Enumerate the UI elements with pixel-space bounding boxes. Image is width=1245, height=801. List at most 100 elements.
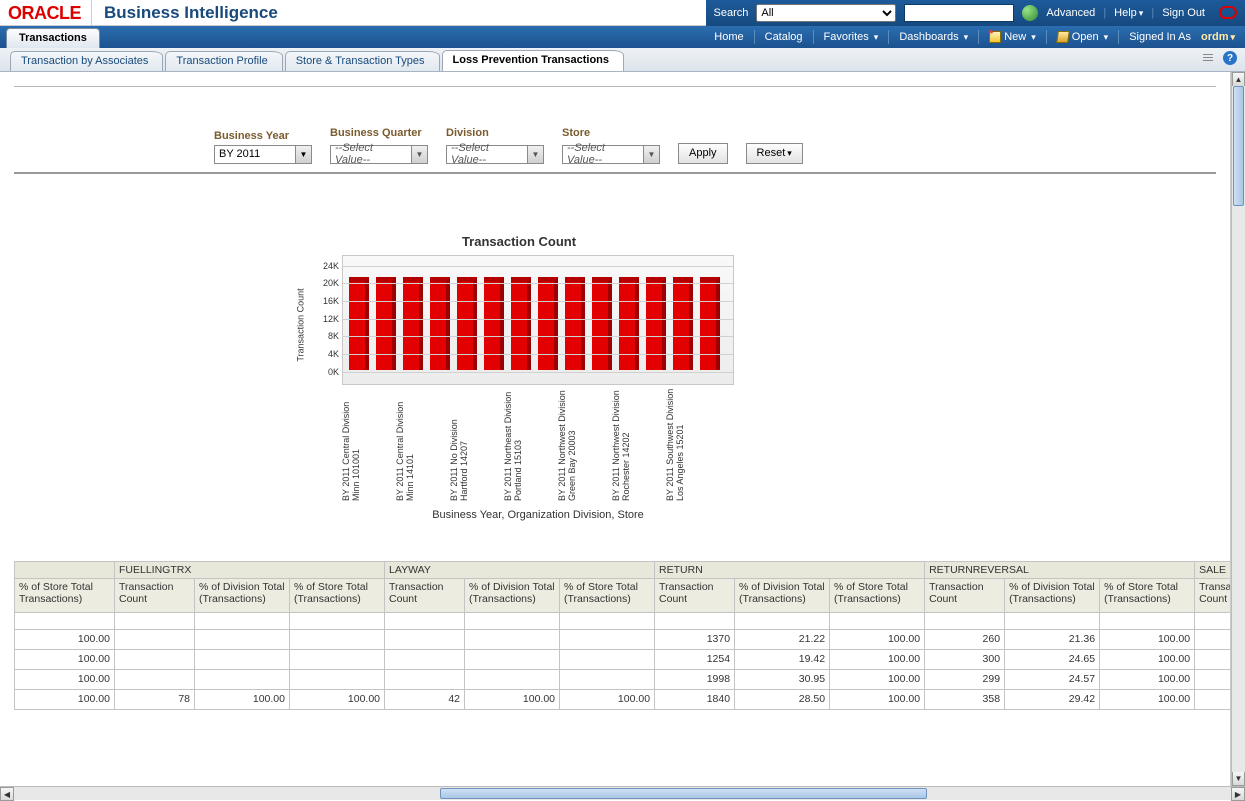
chart-bar[interactable]: [511, 277, 531, 370]
signed-in-user[interactable]: ordm▾: [1201, 31, 1235, 43]
chevron-down-icon: ▼: [527, 146, 543, 163]
table-column-header: Transaction Count: [115, 578, 195, 612]
chart-bar[interactable]: [565, 277, 585, 370]
chart-bar[interactable]: [430, 277, 450, 370]
chart-bar[interactable]: [457, 277, 477, 370]
help-icon[interactable]: ?: [1223, 51, 1237, 65]
chart-title: Transaction Count: [304, 234, 734, 249]
table-cell: [1195, 669, 1231, 689]
chart-bar[interactable]: [619, 277, 639, 370]
chart-bar[interactable]: [349, 277, 369, 370]
horizontal-scrollbar[interactable]: ◀ ▶: [0, 786, 1245, 800]
chart-bar[interactable]: [592, 277, 612, 370]
scroll-right-arrow[interactable]: ▶: [1231, 787, 1245, 801]
table-cell: 1840: [655, 689, 735, 709]
content-scroll-area: Business Year BY 2011▼ Business Quarter …: [0, 72, 1231, 786]
filter-label: Business Year: [214, 130, 312, 142]
chart-xlabel: BY 2011 Central Division Minn 14101: [396, 385, 450, 505]
subtab-1[interactable]: Transaction Profile: [165, 51, 282, 71]
filter-label: Business Quarter: [330, 127, 428, 139]
table-cell: [385, 649, 465, 669]
business-quarter-select[interactable]: --Select Value--▼: [330, 145, 428, 164]
chart-y-axis-label: Transaction Count: [296, 288, 306, 361]
brand-bar: ORACLE Business Intelligence Search All …: [0, 0, 1245, 26]
table-cell: 19.42: [735, 649, 830, 669]
table-column-header: Transaction Count: [655, 578, 735, 612]
table-cell: [290, 669, 385, 689]
search-input[interactable]: [904, 4, 1014, 22]
nav-catalog[interactable]: Catalog: [765, 31, 803, 43]
help-menu[interactable]: Help▾: [1114, 7, 1143, 19]
table-column-header: % of Division Total (Transactions): [1005, 578, 1100, 612]
nav-new[interactable]: New▾: [989, 31, 1036, 43]
search-scope-select[interactable]: All: [756, 4, 896, 22]
table-cell: 260: [925, 629, 1005, 649]
vertical-scrollbar[interactable]: ▲ ▼: [1231, 72, 1245, 786]
table-cell: 100.00: [830, 689, 925, 709]
chevron-down-icon: ▼: [295, 146, 311, 163]
chart-bar[interactable]: [673, 277, 693, 370]
table-cell: 100.00: [830, 669, 925, 689]
chart-bar[interactable]: [538, 277, 558, 370]
table-cell: 100.00: [1100, 689, 1195, 709]
table-row: 100.00125419.42100.0030024.65100.00: [15, 649, 1232, 669]
filter-business-year: Business Year BY 2011▼: [214, 130, 312, 164]
division-select[interactable]: --Select Value--▼: [446, 145, 544, 164]
table-cell: 21.22: [735, 629, 830, 649]
table-cell: [195, 669, 290, 689]
signed-in-label: Signed In As: [1129, 31, 1191, 43]
table-cell: [195, 649, 290, 669]
table-column-header: % of Store Total (Transactions): [1100, 578, 1195, 612]
chart-ytick: 8K: [328, 331, 339, 341]
filter-label: Division: [446, 127, 544, 139]
scroll-down-arrow[interactable]: ▼: [1232, 772, 1245, 786]
filter-store: Store --Select Value--▼: [562, 127, 660, 164]
advanced-link[interactable]: Advanced: [1046, 7, 1095, 19]
scroll-thumb[interactable]: [440, 788, 927, 799]
table-group-header: SALE: [1195, 561, 1231, 578]
chevron-down-icon: ▼: [643, 146, 659, 163]
scroll-thumb[interactable]: [1233, 86, 1244, 206]
table-column-header: % of Store Total (Transactions): [560, 578, 655, 612]
table-column-header: Transaction Count: [925, 578, 1005, 612]
reset-button[interactable]: Reset▾: [746, 143, 803, 164]
store-select[interactable]: --Select Value--▼: [562, 145, 660, 164]
chart-xlabel: BY 2011 Northeast Division Portland 1510…: [504, 385, 558, 505]
chart-x-axis-label: Business Year, Organization Division, St…: [342, 509, 734, 521]
filter-division: Division --Select Value--▼: [446, 127, 544, 164]
chart-xlabel: BY 2011 Northwest Division Green Bay 200…: [558, 385, 612, 505]
table-cell: [115, 629, 195, 649]
page-tab-transactions[interactable]: Transactions: [6, 28, 100, 48]
table-column-header: % of Store Total (Transactions): [830, 578, 925, 612]
chart-bar[interactable]: [700, 277, 720, 370]
table-cell: [385, 629, 465, 649]
nav-dashboards[interactable]: Dashboards▾: [899, 31, 968, 43]
subtab-row: Transaction by AssociatesTransaction Pro…: [0, 48, 1245, 72]
page-options-icon[interactable]: [1203, 52, 1217, 64]
nav-favorites[interactable]: Favorites▾: [824, 31, 879, 43]
table-cell: [560, 629, 655, 649]
open-icon: [1056, 31, 1070, 43]
chart-bar[interactable]: [646, 277, 666, 370]
table-cell: [465, 649, 560, 669]
apply-button[interactable]: Apply: [678, 143, 728, 164]
business-year-select[interactable]: BY 2011▼: [214, 145, 312, 164]
scroll-up-arrow[interactable]: ▲: [1232, 72, 1245, 86]
nav-open[interactable]: Open▾: [1057, 31, 1108, 43]
global-actions: Search All Advanced | Help▾ | Sign Out: [706, 0, 1245, 26]
search-go-button[interactable]: [1022, 5, 1038, 21]
table-cell: 29.42: [1005, 689, 1100, 709]
subtab-0[interactable]: Transaction by Associates: [10, 51, 163, 71]
prompt-filters: Business Year BY 2011▼ Business Quarter …: [214, 127, 1216, 164]
subtab-3[interactable]: Loss Prevention Transactions: [442, 50, 625, 71]
chart-bar[interactable]: [376, 277, 396, 370]
signout-link[interactable]: Sign Out: [1162, 7, 1205, 19]
chart-bar[interactable]: [484, 277, 504, 370]
nav-home[interactable]: Home: [714, 31, 743, 43]
table-cell: 100.00: [465, 689, 560, 709]
table-cell: 100.00: [1100, 649, 1195, 669]
table-cell: 100.00: [1100, 629, 1195, 649]
chart-bar[interactable]: [403, 277, 423, 370]
subtab-2[interactable]: Store & Transaction Types: [285, 51, 440, 71]
scroll-left-arrow[interactable]: ◀: [0, 787, 14, 801]
